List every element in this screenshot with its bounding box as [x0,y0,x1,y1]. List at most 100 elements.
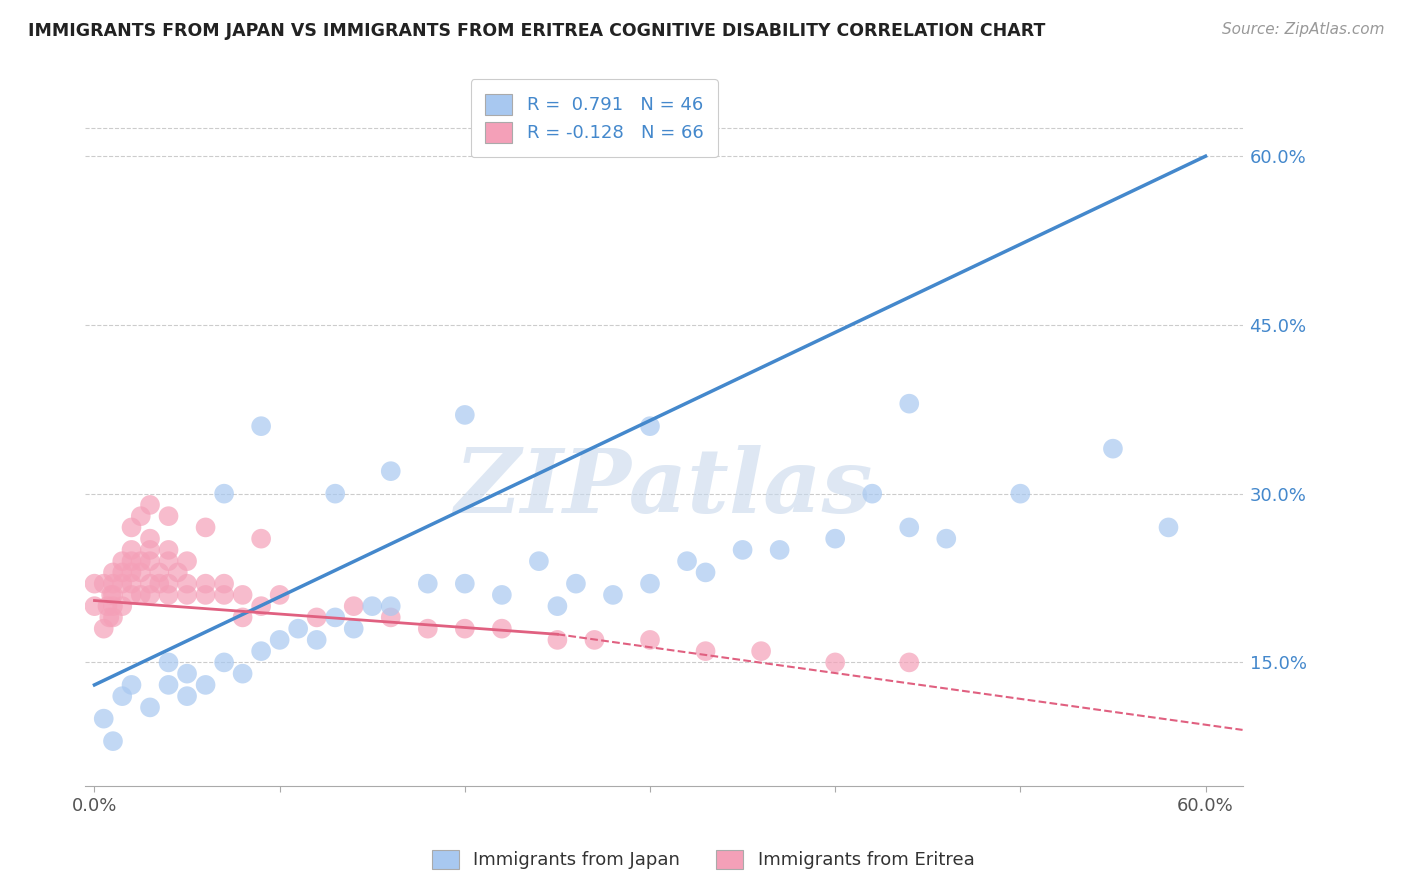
Point [269,632,291,647]
Point [527,554,550,568]
Point [212,656,235,670]
Point [139,588,162,602]
Point [93,622,115,636]
Point [96,599,118,614]
Point [491,622,513,636]
Point [194,678,217,692]
Point [101,610,124,624]
Point [232,666,254,681]
Point [305,632,328,647]
Point [1010,486,1032,500]
Point [232,588,254,602]
Point [129,588,152,602]
Point [101,734,124,748]
Point [111,554,134,568]
Point [824,656,846,670]
Point [343,599,366,614]
Point [323,610,346,624]
Point [176,554,198,568]
Point [232,610,254,624]
Point [157,678,180,692]
Point [157,588,180,602]
Point [111,566,134,580]
Point [416,622,439,636]
Point [454,576,477,591]
Point [111,689,134,703]
Point [638,632,661,647]
Point [898,397,921,411]
Point [323,486,346,500]
Point [121,542,143,557]
Point [361,599,384,614]
Point [380,464,402,478]
Point [194,520,217,534]
Point [454,622,477,636]
Point [157,554,180,568]
Point [380,610,402,624]
Point [157,542,180,557]
Legend: R =  0.791   N = 46, R = -0.128   N = 66: R = 0.791 N = 46, R = -0.128 N = 66 [471,79,718,157]
Point [695,644,717,658]
Point [676,554,699,568]
Point [139,542,162,557]
Point [121,576,143,591]
Text: ZIPatlas: ZIPatlas [456,445,873,532]
Point [546,599,568,614]
Point [250,532,273,546]
Point [93,712,115,726]
Point [166,566,188,580]
Point [898,520,921,534]
Point [121,566,143,580]
Point [139,498,162,512]
Point [250,599,273,614]
Point [380,599,402,614]
Point [860,486,883,500]
Point [148,576,170,591]
Point [121,554,143,568]
Point [454,408,477,422]
Point [83,576,105,591]
Point [111,599,134,614]
Point [139,700,162,714]
Point [212,576,235,591]
Point [176,588,198,602]
Point [731,542,754,557]
Point [100,588,122,602]
Point [101,599,124,614]
Point [250,644,273,658]
Point [157,509,180,524]
Point [83,599,105,614]
Point [491,588,513,602]
Legend: Immigrants from Japan, Immigrants from Eritrea: Immigrants from Japan, Immigrants from E… [423,841,983,879]
Point [212,588,235,602]
Point [129,509,152,524]
Text: IMMIGRANTS FROM JAPAN VS IMMIGRANTS FROM ERITREA COGNITIVE DISABILITY CORRELATIO: IMMIGRANTS FROM JAPAN VS IMMIGRANTS FROM… [28,22,1046,40]
Point [101,566,124,580]
Point [93,576,115,591]
Point [129,566,152,580]
Point [121,588,143,602]
Point [638,576,661,591]
Point [824,532,846,546]
Point [695,566,717,580]
Point [194,588,217,602]
Point [583,632,606,647]
Point [101,588,124,602]
Point [546,632,568,647]
Point [101,576,124,591]
Text: Source: ZipAtlas.com: Source: ZipAtlas.com [1222,22,1385,37]
Point [121,678,143,692]
Point [212,486,235,500]
Point [269,588,291,602]
Point [749,644,772,658]
Point [1157,520,1180,534]
Point [194,576,217,591]
Point [250,419,273,434]
Point [98,610,121,624]
Point [157,576,180,591]
Point [287,622,309,636]
Point [121,520,143,534]
Point [111,576,134,591]
Point [176,689,198,703]
Point [139,576,162,591]
